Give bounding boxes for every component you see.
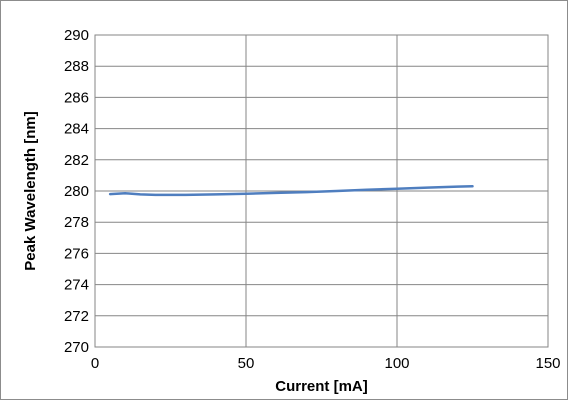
series-line [108,185,474,197]
x-tick-label: 100 [384,355,409,372]
y-tick-label: 284 [64,121,89,138]
y-tick-label: 282 [64,152,89,169]
y-tick-label: 276 [64,245,89,262]
y-axis-title: Peak Wavelength [nm] [22,111,39,270]
y-tick-label: 290 [64,27,89,44]
plot-area-border [94,34,549,348]
y-tick-label: 272 [64,308,89,325]
x-axis-ticks: 0 50 100 150 [91,355,561,372]
y-axis-ticks: 270 272 274 276 278 280 282 284 286 288 290 [64,27,89,356]
y-tick-label: 280 [64,183,89,200]
y-tick-label: 278 [64,214,89,231]
x-tick-label: 50 [238,355,255,372]
x-tick-label: 150 [535,355,560,372]
y-tick-label: 270 [64,339,89,356]
y-tick-label: 286 [64,89,89,106]
series-group [108,185,474,197]
x-tick-label: 0 [91,355,99,372]
y-tick-label: 274 [64,277,89,294]
y-tick-label: 288 [64,58,89,75]
x-axis-title: Current [mA] [275,378,368,395]
